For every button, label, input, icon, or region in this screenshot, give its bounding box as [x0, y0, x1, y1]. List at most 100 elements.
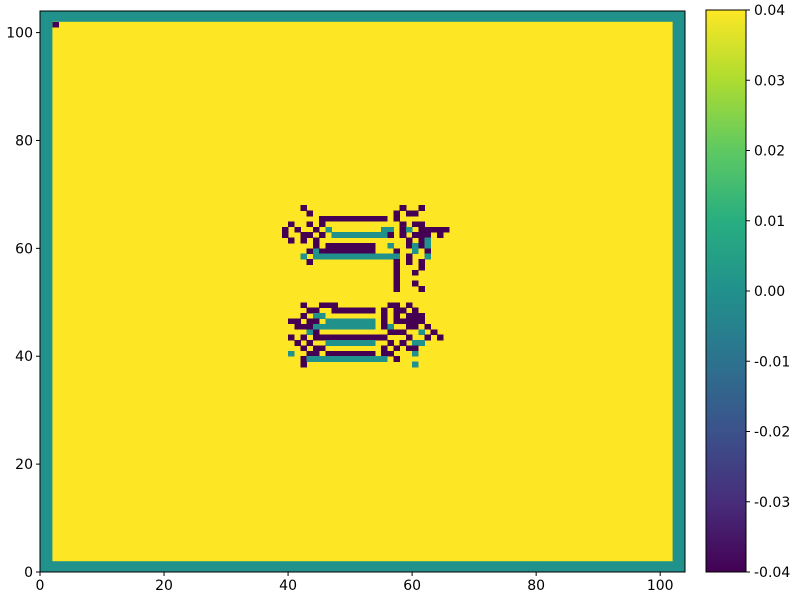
colorbar-tick-label: -0.01 [754, 354, 790, 370]
heatmap-cell [312, 226, 320, 233]
heatmap-cell [374, 232, 382, 238]
heatmap-cell [412, 350, 419, 357]
heatmap-cell [356, 215, 363, 222]
heatmap-cell [331, 253, 339, 260]
heatmap-cell [393, 302, 401, 309]
heatmap-cell [387, 242, 394, 249]
heatmap-cell [418, 286, 425, 292]
heatmap-cell [306, 323, 314, 330]
heatmap-cell [300, 302, 308, 309]
heatmap-cell [343, 215, 351, 222]
heatmap-cell [387, 329, 394, 336]
heatmap-cell [412, 313, 419, 319]
colorbar-tick-label: -0.03 [754, 495, 790, 511]
heatmap-cell [362, 350, 370, 357]
heatmap-cell [312, 350, 320, 357]
heatmap-cell [356, 323, 363, 330]
heatmap-cell [368, 253, 376, 260]
heatmap-cell [418, 318, 425, 325]
heatmap-cell [288, 237, 295, 244]
heatmap-cell [300, 334, 308, 341]
heatmap-cell [368, 307, 376, 314]
heatmap-cell [343, 350, 351, 357]
heatmap-cell [399, 307, 407, 314]
heatmap-cell [306, 356, 314, 362]
heatmap-cell [399, 232, 407, 238]
heatmap-cell [331, 242, 339, 249]
heatmap-cell [412, 361, 419, 368]
heatmap-cell [319, 313, 326, 319]
heatmap-cell [350, 248, 357, 255]
heatmap-cell [393, 318, 401, 325]
heatmap-cell [381, 232, 388, 238]
heatmap-cell [325, 242, 332, 249]
heatmap-cell [418, 205, 425, 211]
heatmap-cell [405, 313, 413, 319]
heatmap-cell [343, 356, 351, 362]
heatmap-cell [418, 313, 425, 319]
heatmap-cell [325, 302, 332, 309]
heatmap-plot-area [40, 11, 685, 572]
colorbar-tick-label: 0.00 [754, 284, 785, 300]
heatmap-cell [343, 323, 351, 330]
heatmap-cell [294, 226, 301, 233]
heatmap-cell [424, 334, 432, 341]
heatmap-cell [331, 340, 339, 346]
heatmap-cell [387, 302, 394, 309]
heatmap-cell [312, 323, 320, 330]
heatmap-cell [381, 323, 388, 330]
heatmap-cell [418, 232, 425, 238]
heatmap-cell [412, 232, 419, 238]
heatmap-cell [331, 323, 339, 330]
heatmap-cell [319, 302, 326, 309]
heatmap-cell [300, 313, 308, 319]
heatmap-cell [319, 334, 326, 341]
heatmap-cell [436, 226, 444, 233]
heatmap-cell [319, 323, 326, 330]
heatmap-cell [350, 323, 357, 330]
heatmap-cell [281, 232, 289, 238]
heatmap-cell [331, 318, 339, 325]
heatmap-cell [319, 221, 326, 228]
heatmap-cell [374, 356, 382, 362]
heatmap-cell [306, 248, 314, 255]
heatmap-cell [418, 259, 425, 265]
heatmap-cell [325, 350, 332, 357]
heatmap-cell [319, 232, 326, 238]
heatmap-cell [387, 323, 394, 330]
heatmap-cell [393, 313, 401, 319]
heatmap-cell [337, 248, 345, 255]
heatmap-cell [405, 242, 413, 249]
heatmap-cell [294, 323, 301, 330]
heatmap-cell [412, 242, 419, 249]
heatmap-cell [405, 226, 413, 233]
heatmap-cell [387, 350, 394, 357]
heatmap-cell [325, 318, 332, 325]
heatmap-cell [337, 215, 345, 222]
heatmap-cell [374, 334, 382, 341]
heatmap-cell [393, 259, 401, 265]
heatmap-cell [281, 226, 289, 233]
heatmap-cell [381, 307, 388, 314]
heatmap-cell [300, 232, 308, 238]
heatmap-cell [306, 340, 314, 346]
heatmap-cell [312, 248, 320, 255]
heatmap-cell [356, 334, 363, 341]
heatmap-cell [52, 21, 59, 28]
colorbar-tick-label: 0.02 [754, 144, 785, 160]
heatmap-cell [288, 318, 295, 325]
heatmap-cell [381, 318, 388, 325]
heatmap-cell [337, 307, 345, 314]
heatmap-cell [424, 323, 432, 330]
heatmap-cell [424, 242, 432, 249]
heatmap-cell [436, 334, 444, 341]
heatmap-cell [343, 232, 351, 238]
colorbar-tick-label: 0.01 [754, 214, 785, 230]
heatmap-cell [412, 221, 419, 228]
heatmap-cell [331, 232, 339, 238]
heatmap-cell [331, 334, 339, 341]
heatmap-cell [381, 313, 388, 319]
heatmap-cell [412, 307, 419, 314]
heatmap-cell [362, 318, 370, 325]
heatmap-cell [350, 253, 357, 260]
